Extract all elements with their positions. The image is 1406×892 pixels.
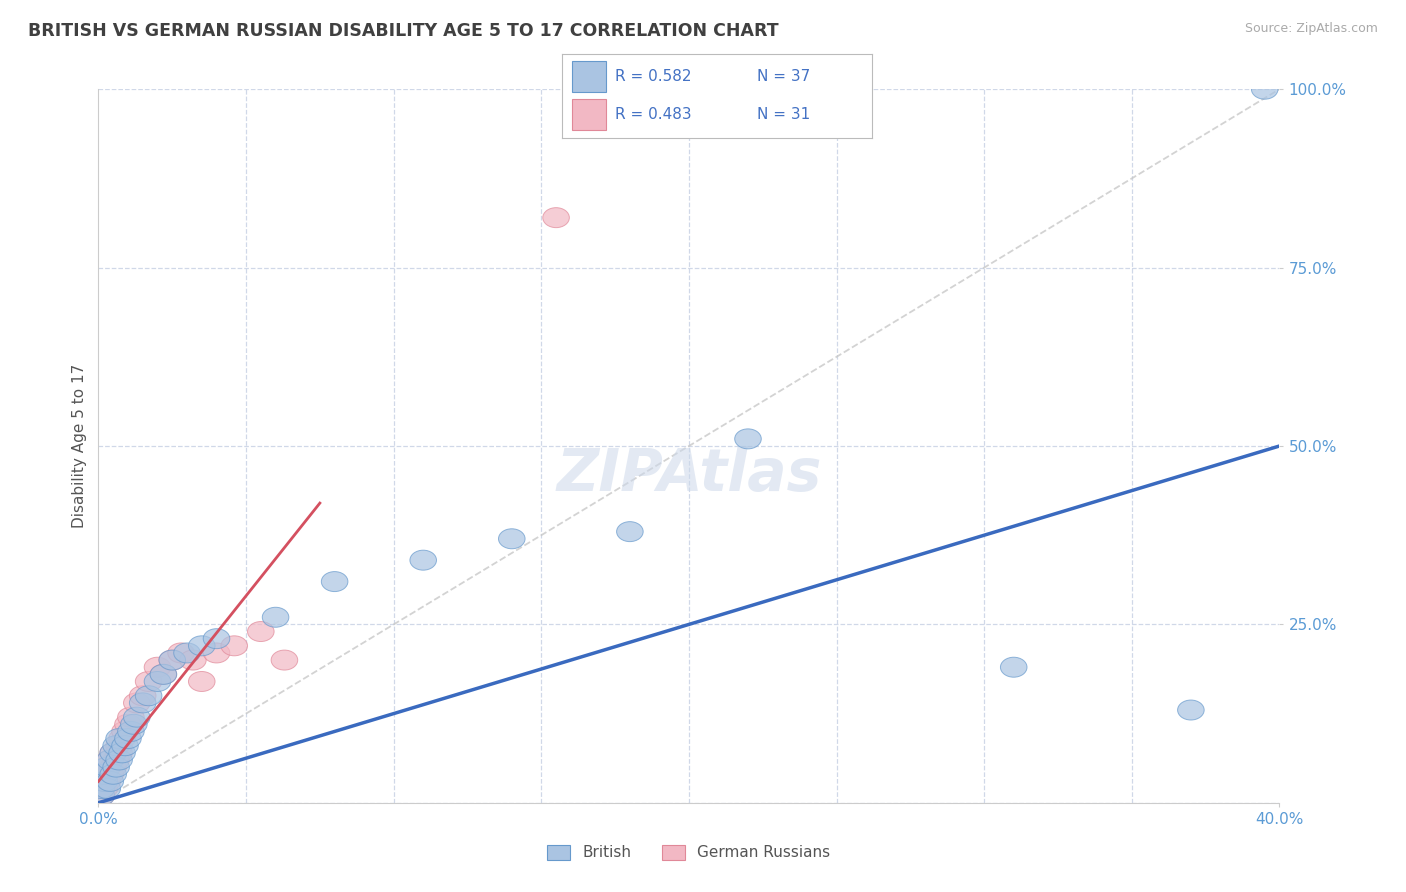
- Ellipse shape: [97, 750, 124, 770]
- Ellipse shape: [263, 607, 288, 627]
- Ellipse shape: [124, 707, 150, 727]
- Ellipse shape: [135, 686, 162, 706]
- Ellipse shape: [100, 757, 127, 777]
- Ellipse shape: [135, 672, 162, 691]
- Ellipse shape: [118, 722, 145, 741]
- Ellipse shape: [204, 629, 229, 648]
- Bar: [572, 62, 606, 92]
- Bar: [572, 99, 606, 130]
- Ellipse shape: [188, 636, 215, 656]
- Ellipse shape: [103, 736, 129, 756]
- Text: N = 37: N = 37: [758, 69, 810, 84]
- Ellipse shape: [97, 772, 124, 791]
- Ellipse shape: [411, 550, 436, 570]
- Ellipse shape: [91, 779, 118, 798]
- Ellipse shape: [89, 772, 115, 791]
- Ellipse shape: [105, 750, 132, 770]
- Ellipse shape: [1001, 657, 1026, 677]
- Ellipse shape: [247, 622, 274, 641]
- Ellipse shape: [617, 522, 643, 541]
- Ellipse shape: [103, 750, 129, 770]
- Ellipse shape: [150, 665, 177, 684]
- Ellipse shape: [108, 729, 135, 748]
- Ellipse shape: [204, 643, 229, 663]
- Ellipse shape: [89, 786, 115, 805]
- Ellipse shape: [89, 779, 115, 798]
- Ellipse shape: [105, 736, 132, 756]
- Ellipse shape: [167, 643, 194, 663]
- Ellipse shape: [115, 729, 141, 748]
- Ellipse shape: [105, 743, 132, 763]
- Ellipse shape: [97, 750, 124, 770]
- Ellipse shape: [150, 665, 177, 684]
- Ellipse shape: [129, 686, 156, 706]
- Ellipse shape: [174, 643, 200, 663]
- Ellipse shape: [91, 764, 118, 784]
- Text: Source: ZipAtlas.com: Source: ZipAtlas.com: [1244, 22, 1378, 36]
- Ellipse shape: [121, 714, 148, 734]
- Ellipse shape: [100, 743, 127, 763]
- Ellipse shape: [115, 714, 141, 734]
- Ellipse shape: [159, 650, 186, 670]
- Ellipse shape: [145, 657, 170, 677]
- Ellipse shape: [103, 757, 129, 777]
- Ellipse shape: [111, 736, 138, 756]
- Text: R = 0.483: R = 0.483: [614, 107, 692, 122]
- Ellipse shape: [94, 757, 121, 777]
- Text: R = 0.582: R = 0.582: [614, 69, 692, 84]
- Ellipse shape: [94, 757, 121, 777]
- Ellipse shape: [1251, 79, 1278, 99]
- Ellipse shape: [124, 693, 150, 713]
- Y-axis label: Disability Age 5 to 17: Disability Age 5 to 17: [72, 364, 87, 528]
- Ellipse shape: [118, 707, 145, 727]
- Ellipse shape: [89, 786, 115, 805]
- Ellipse shape: [94, 772, 121, 791]
- Ellipse shape: [91, 772, 118, 791]
- Ellipse shape: [91, 764, 118, 784]
- Ellipse shape: [1178, 700, 1204, 720]
- Ellipse shape: [105, 729, 132, 748]
- Ellipse shape: [108, 743, 135, 763]
- Ellipse shape: [111, 722, 138, 741]
- Legend: British, German Russians: British, German Russians: [541, 838, 837, 866]
- Ellipse shape: [180, 650, 207, 670]
- Text: ZIPAtlas: ZIPAtlas: [557, 446, 821, 503]
- Text: BRITISH VS GERMAN RUSSIAN DISABILITY AGE 5 TO 17 CORRELATION CHART: BRITISH VS GERMAN RUSSIAN DISABILITY AGE…: [28, 22, 779, 40]
- Ellipse shape: [94, 779, 121, 798]
- Ellipse shape: [100, 764, 127, 784]
- Text: N = 31: N = 31: [758, 107, 810, 122]
- Ellipse shape: [499, 529, 524, 549]
- Ellipse shape: [159, 650, 186, 670]
- Ellipse shape: [221, 636, 247, 656]
- Ellipse shape: [100, 743, 127, 763]
- Ellipse shape: [145, 672, 170, 691]
- Ellipse shape: [735, 429, 761, 449]
- Ellipse shape: [97, 764, 124, 784]
- Ellipse shape: [188, 672, 215, 691]
- Ellipse shape: [129, 693, 156, 713]
- Ellipse shape: [322, 572, 347, 591]
- Ellipse shape: [271, 650, 298, 670]
- Ellipse shape: [543, 208, 569, 227]
